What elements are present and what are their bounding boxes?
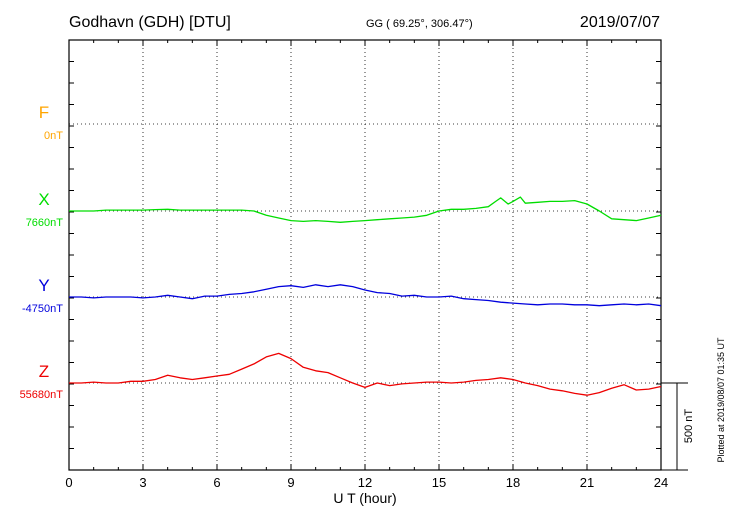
series-lines <box>69 196 662 396</box>
series-labels: F 0nT X 7660nT Y -4750nT Z 55680nT <box>20 103 64 401</box>
series-name-y: Y <box>38 276 49 295</box>
series-baseline-x: 7660nT <box>26 217 64 229</box>
station-title: Godhavn (GDH) [DTU] <box>69 14 231 31</box>
scale-bar: 500 nT <box>661 382 695 471</box>
series-name-z: Z <box>39 362 49 381</box>
x-tick-label: 15 <box>432 475 446 490</box>
x-axis-ticks: 0 3 6 9 12 15 18 21 24 <box>65 39 668 490</box>
x-tick-label: 0 <box>65 475 72 490</box>
scale-bar-label: 500 nT <box>683 409 695 444</box>
plotted-timestamp: Plotted at 2019/08/07 01:35 UT <box>716 337 726 463</box>
series-name-x: X <box>38 190 49 209</box>
series-line-y <box>69 284 662 307</box>
series-baseline-z: 55680nT <box>20 389 64 401</box>
series-line-x <box>69 196 662 223</box>
x-tick-label: 12 <box>358 475 372 490</box>
coordinates-label: GG ( 69.25°, 306.47°) <box>366 18 473 30</box>
grid-lines <box>69 40 661 470</box>
series-baseline-f: 0nT <box>44 130 63 142</box>
x-tick-label: 6 <box>213 475 220 490</box>
series-baseline-y: -4750nT <box>22 303 63 315</box>
x-tick-label: 21 <box>580 475 594 490</box>
x-axis-label: U T (hour) <box>333 490 396 506</box>
x-tick-label: 24 <box>654 475 668 490</box>
date-label: 2019/07/07 <box>580 14 660 31</box>
series-name-f: F <box>39 103 49 122</box>
x-tick-label: 3 <box>139 475 146 490</box>
series-line-z <box>69 352 662 396</box>
x-tick-label: 9 <box>287 475 294 490</box>
x-tick-label: 18 <box>506 475 520 490</box>
